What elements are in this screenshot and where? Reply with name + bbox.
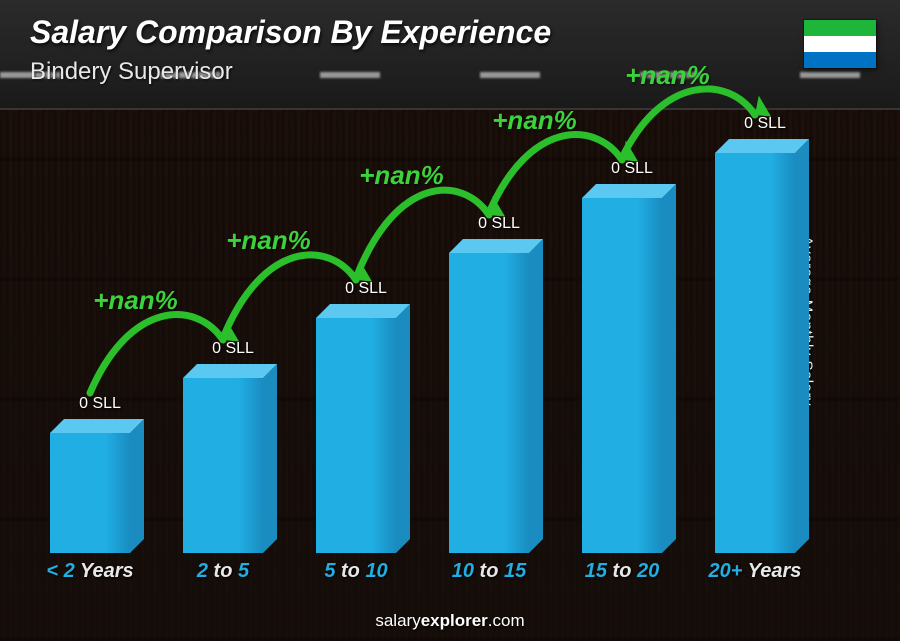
x-axis-label: 10 to 15 [419,560,559,583]
footer-attribution: salaryexplorer.com [0,611,900,631]
flag-stripe-1 [804,20,876,36]
x-axis-label: 15 to 20 [552,560,692,583]
chart-title: Salary Comparison By Experience [30,14,551,51]
delta-label: +nan% [226,225,311,256]
x-axis-label: 2 to 5 [153,560,293,583]
delta-label: +nan% [625,60,710,91]
chart-stage: Salary Comparison By Experience Bindery … [0,0,900,641]
x-axis-label: < 2 Years [20,560,160,583]
flag-stripe-2 [804,36,876,52]
flag-stripe-3 [804,52,876,68]
x-axis-label: 20+ Years [685,560,825,583]
chart-subtitle: Bindery Supervisor [30,58,233,86]
delta-label: +nan% [93,285,178,316]
footer-suffix: .com [488,611,525,630]
plot-area: 0 SLL< 2 Years0 SLL2 to 50 SLL5 to 100 S… [40,111,840,581]
bar-side [795,139,809,553]
x-axis-label: 5 to 10 [286,560,426,583]
delta-label: +nan% [492,105,577,136]
country-flag [804,20,876,68]
delta-label: +nan% [359,160,444,191]
bar-side [662,184,676,553]
footer-prefix: salary [375,611,420,630]
bar-side [529,239,543,553]
bar-side [396,304,410,553]
footer-bold: explorer [421,611,488,630]
